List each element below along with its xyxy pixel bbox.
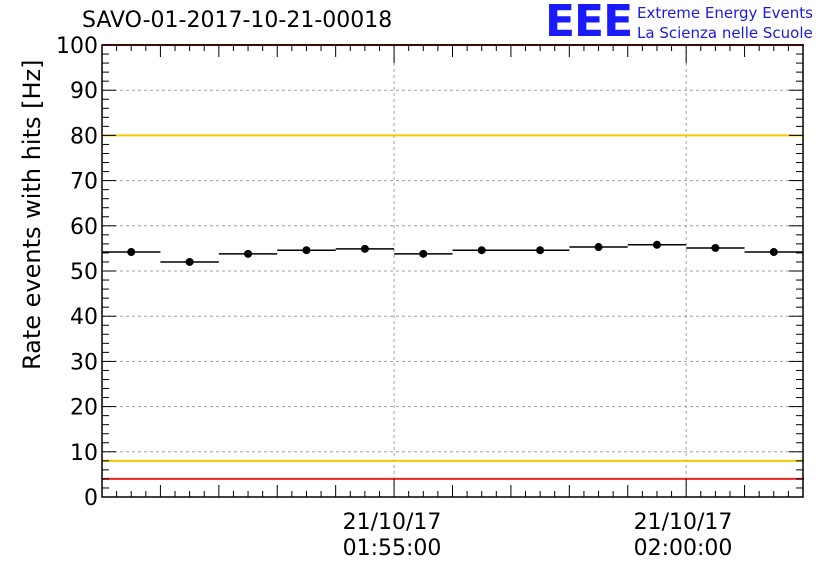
x-tick-date-2: 21/10/17 [633,510,733,535]
x-tick-time-1: 01:55:00 [342,536,442,561]
data-point [594,243,603,252]
y-tick-labels: 0 10 20 30 40 50 60 70 80 90 100 [56,34,98,511]
y-tick-label: 100 [56,34,98,59]
chart-title: SAVO-01-2017-10-21-00018 [82,8,393,33]
logo-line-2: La Scienza nelle Scuole [637,24,813,42]
x-tick-time-2: 02:00:00 [633,536,733,561]
data-point [769,248,778,257]
y-tick-label: 60 [70,215,98,240]
grid-layer [102,45,803,497]
y-tick-label: 0 [84,486,98,511]
data-point [477,246,486,255]
axis-ticks [101,44,804,498]
data-series [102,240,803,266]
y-tick-label: 20 [70,396,98,421]
eee-logo: EEE Extreme Energy Events La Scienza nel… [545,0,830,47]
data-point [360,244,369,253]
y-tick-label: 50 [70,260,98,285]
data-point [536,246,545,255]
y-tick-label: 30 [70,350,98,375]
data-point [711,243,720,252]
y-tick-label: 90 [70,79,98,104]
x-tick-label-1: 21/10/17 01:55:00 [322,510,462,562]
data-point [652,240,661,249]
data-point [419,249,428,258]
x-tick-date-1: 21/10/17 [342,510,442,535]
data-point [302,246,311,255]
data-point [185,257,194,266]
data-point [244,249,253,258]
y-axis-label: Rate events with hits [Hz] [18,59,46,371]
y-tick-label: 70 [70,170,98,195]
y-tick-label: 40 [70,305,98,330]
logo-line-1: Extreme Energy Events [637,4,813,22]
eee-logo-mark: EEE [545,0,633,47]
y-tick-label: 10 [70,441,98,466]
data-point [127,248,136,257]
x-tick-label-2: 21/10/17 02:00:00 [613,510,753,562]
y-tick-label: 80 [70,124,98,149]
